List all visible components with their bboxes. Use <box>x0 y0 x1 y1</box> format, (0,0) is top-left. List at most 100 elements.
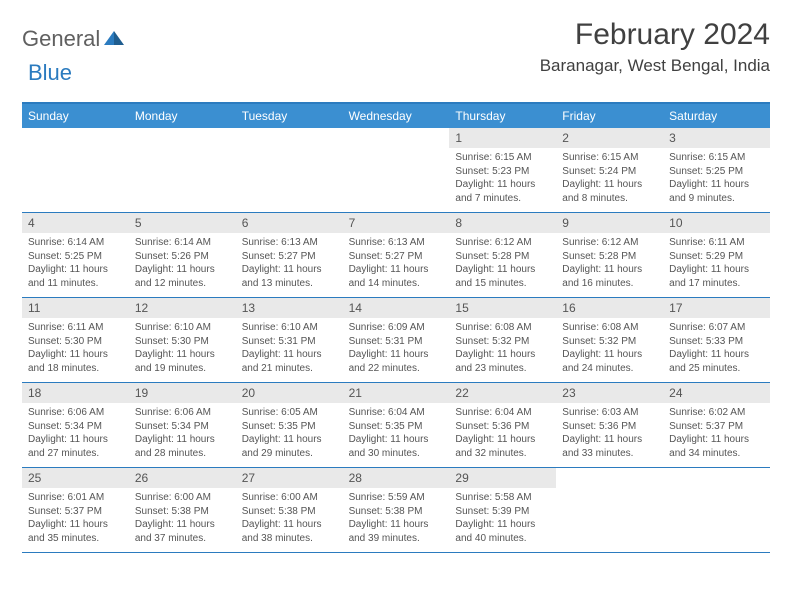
day-detail-cell <box>556 488 663 552</box>
daylight-text: Daylight: 11 hours and 37 minutes. <box>135 518 230 545</box>
day-detail-cell: Sunrise: 6:14 AMSunset: 5:25 PMDaylight:… <box>22 233 129 297</box>
daynum-cell: 20 <box>236 383 343 403</box>
day-detail-cell: Sunrise: 6:06 AMSunset: 5:34 PMDaylight:… <box>22 403 129 467</box>
daylight-text: Daylight: 11 hours and 16 minutes. <box>562 263 657 290</box>
sunset-text: Sunset: 5:34 PM <box>28 420 123 434</box>
daynum-cell: 15 <box>449 298 556 318</box>
day-detail-cell: Sunrise: 6:05 AMSunset: 5:35 PMDaylight:… <box>236 403 343 467</box>
day-detail-cell: Sunrise: 6:03 AMSunset: 5:36 PMDaylight:… <box>556 403 663 467</box>
day-detail-cell: Sunrise: 6:13 AMSunset: 5:27 PMDaylight:… <box>236 233 343 297</box>
daylight-text: Daylight: 11 hours and 7 minutes. <box>455 178 550 205</box>
day-detail-cell: Sunrise: 6:14 AMSunset: 5:26 PMDaylight:… <box>129 233 236 297</box>
sunrise-text: Sunrise: 6:10 AM <box>135 321 230 335</box>
sunset-text: Sunset: 5:27 PM <box>242 250 337 264</box>
sunrise-text: Sunrise: 6:12 AM <box>455 236 550 250</box>
daynum-cell: 13 <box>236 298 343 318</box>
sunrise-text: Sunrise: 6:14 AM <box>135 236 230 250</box>
sunrise-text: Sunrise: 6:14 AM <box>28 236 123 250</box>
sunrise-text: Sunrise: 5:59 AM <box>349 491 444 505</box>
sunrise-text: Sunrise: 6:02 AM <box>669 406 764 420</box>
day-detail-cell: Sunrise: 6:04 AMSunset: 5:35 PMDaylight:… <box>343 403 450 467</box>
dow-saturday: Saturday <box>663 104 770 128</box>
day-detail-cell <box>663 488 770 552</box>
day-detail-cell: Sunrise: 6:15 AMSunset: 5:25 PMDaylight:… <box>663 148 770 212</box>
sunset-text: Sunset: 5:32 PM <box>455 335 550 349</box>
dow-monday: Monday <box>129 104 236 128</box>
day-detail-cell: Sunrise: 6:13 AMSunset: 5:27 PMDaylight:… <box>343 233 450 297</box>
daylight-text: Daylight: 11 hours and 24 minutes. <box>562 348 657 375</box>
day-detail-cell: Sunrise: 6:04 AMSunset: 5:36 PMDaylight:… <box>449 403 556 467</box>
month-title: February 2024 <box>540 18 770 52</box>
logo-text-2: Blue <box>28 60 72 86</box>
sunset-text: Sunset: 5:38 PM <box>242 505 337 519</box>
daylight-text: Daylight: 11 hours and 32 minutes. <box>455 433 550 460</box>
week-3-daynums: 18192021222324 <box>22 383 770 403</box>
week-2-details: Sunrise: 6:11 AMSunset: 5:30 PMDaylight:… <box>22 318 770 383</box>
daylight-text: Daylight: 11 hours and 8 minutes. <box>562 178 657 205</box>
daylight-text: Daylight: 11 hours and 22 minutes. <box>349 348 444 375</box>
day-detail-cell: Sunrise: 6:12 AMSunset: 5:28 PMDaylight:… <box>556 233 663 297</box>
week-4-daynums: 2526272829 <box>22 468 770 488</box>
dow-tuesday: Tuesday <box>236 104 343 128</box>
daylight-text: Daylight: 11 hours and 23 minutes. <box>455 348 550 375</box>
daynum-cell: 6 <box>236 213 343 233</box>
sunset-text: Sunset: 5:25 PM <box>28 250 123 264</box>
daynum-cell: 2 <box>556 128 663 148</box>
day-detail-cell: Sunrise: 5:58 AMSunset: 5:39 PMDaylight:… <box>449 488 556 552</box>
dow-friday: Friday <box>556 104 663 128</box>
daynum-cell: 26 <box>129 468 236 488</box>
sunset-text: Sunset: 5:38 PM <box>349 505 444 519</box>
daynum-cell <box>556 468 663 488</box>
sunset-text: Sunset: 5:37 PM <box>28 505 123 519</box>
sunrise-text: Sunrise: 6:01 AM <box>28 491 123 505</box>
sunrise-text: Sunrise: 6:08 AM <box>562 321 657 335</box>
sunset-text: Sunset: 5:25 PM <box>669 165 764 179</box>
daylight-text: Daylight: 11 hours and 30 minutes. <box>349 433 444 460</box>
sunrise-text: Sunrise: 6:04 AM <box>455 406 550 420</box>
day-detail-cell: Sunrise: 6:08 AMSunset: 5:32 PMDaylight:… <box>556 318 663 382</box>
sunset-text: Sunset: 5:30 PM <box>28 335 123 349</box>
sunset-text: Sunset: 5:33 PM <box>669 335 764 349</box>
sunset-text: Sunset: 5:23 PM <box>455 165 550 179</box>
day-detail-cell: Sunrise: 6:09 AMSunset: 5:31 PMDaylight:… <box>343 318 450 382</box>
dow-sunday: Sunday <box>22 104 129 128</box>
daynum-cell: 16 <box>556 298 663 318</box>
daylight-text: Daylight: 11 hours and 28 minutes. <box>135 433 230 460</box>
day-detail-cell: Sunrise: 6:08 AMSunset: 5:32 PMDaylight:… <box>449 318 556 382</box>
week-1-details: Sunrise: 6:14 AMSunset: 5:25 PMDaylight:… <box>22 233 770 298</box>
location: Baranagar, West Bengal, India <box>540 56 770 76</box>
daylight-text: Daylight: 11 hours and 13 minutes. <box>242 263 337 290</box>
day-detail-cell: Sunrise: 6:12 AMSunset: 5:28 PMDaylight:… <box>449 233 556 297</box>
sunrise-text: Sunrise: 6:07 AM <box>669 321 764 335</box>
daynum-cell: 24 <box>663 383 770 403</box>
day-detail-cell: Sunrise: 6:01 AMSunset: 5:37 PMDaylight:… <box>22 488 129 552</box>
day-detail-cell: Sunrise: 6:02 AMSunset: 5:37 PMDaylight:… <box>663 403 770 467</box>
sunrise-text: Sunrise: 6:08 AM <box>455 321 550 335</box>
day-detail-cell <box>22 148 129 212</box>
daynum-cell: 23 <box>556 383 663 403</box>
daynum-cell: 4 <box>22 213 129 233</box>
day-detail-cell: Sunrise: 6:15 AMSunset: 5:23 PMDaylight:… <box>449 148 556 212</box>
days-of-week-row: SundayMondayTuesdayWednesdayThursdayFrid… <box>22 104 770 128</box>
daynum-cell: 9 <box>556 213 663 233</box>
daynum-cell <box>236 128 343 148</box>
daylight-text: Daylight: 11 hours and 9 minutes. <box>669 178 764 205</box>
day-detail-cell: Sunrise: 6:10 AMSunset: 5:31 PMDaylight:… <box>236 318 343 382</box>
sunrise-text: Sunrise: 6:06 AM <box>135 406 230 420</box>
sunset-text: Sunset: 5:34 PM <box>135 420 230 434</box>
sunrise-text: Sunrise: 6:10 AM <box>242 321 337 335</box>
day-detail-cell: Sunrise: 6:07 AMSunset: 5:33 PMDaylight:… <box>663 318 770 382</box>
daynum-cell: 28 <box>343 468 450 488</box>
day-detail-cell: Sunrise: 6:06 AMSunset: 5:34 PMDaylight:… <box>129 403 236 467</box>
week-1-daynums: 45678910 <box>22 213 770 233</box>
daylight-text: Daylight: 11 hours and 29 minutes. <box>242 433 337 460</box>
logo-mark-icon <box>103 28 125 51</box>
day-detail-cell: Sunrise: 6:00 AMSunset: 5:38 PMDaylight:… <box>236 488 343 552</box>
daynum-cell <box>129 128 236 148</box>
week-0-details: Sunrise: 6:15 AMSunset: 5:23 PMDaylight:… <box>22 148 770 213</box>
sunset-text: Sunset: 5:39 PM <box>455 505 550 519</box>
daylight-text: Daylight: 11 hours and 11 minutes. <box>28 263 123 290</box>
daynum-cell: 8 <box>449 213 556 233</box>
sunset-text: Sunset: 5:36 PM <box>455 420 550 434</box>
daylight-text: Daylight: 11 hours and 14 minutes. <box>349 263 444 290</box>
